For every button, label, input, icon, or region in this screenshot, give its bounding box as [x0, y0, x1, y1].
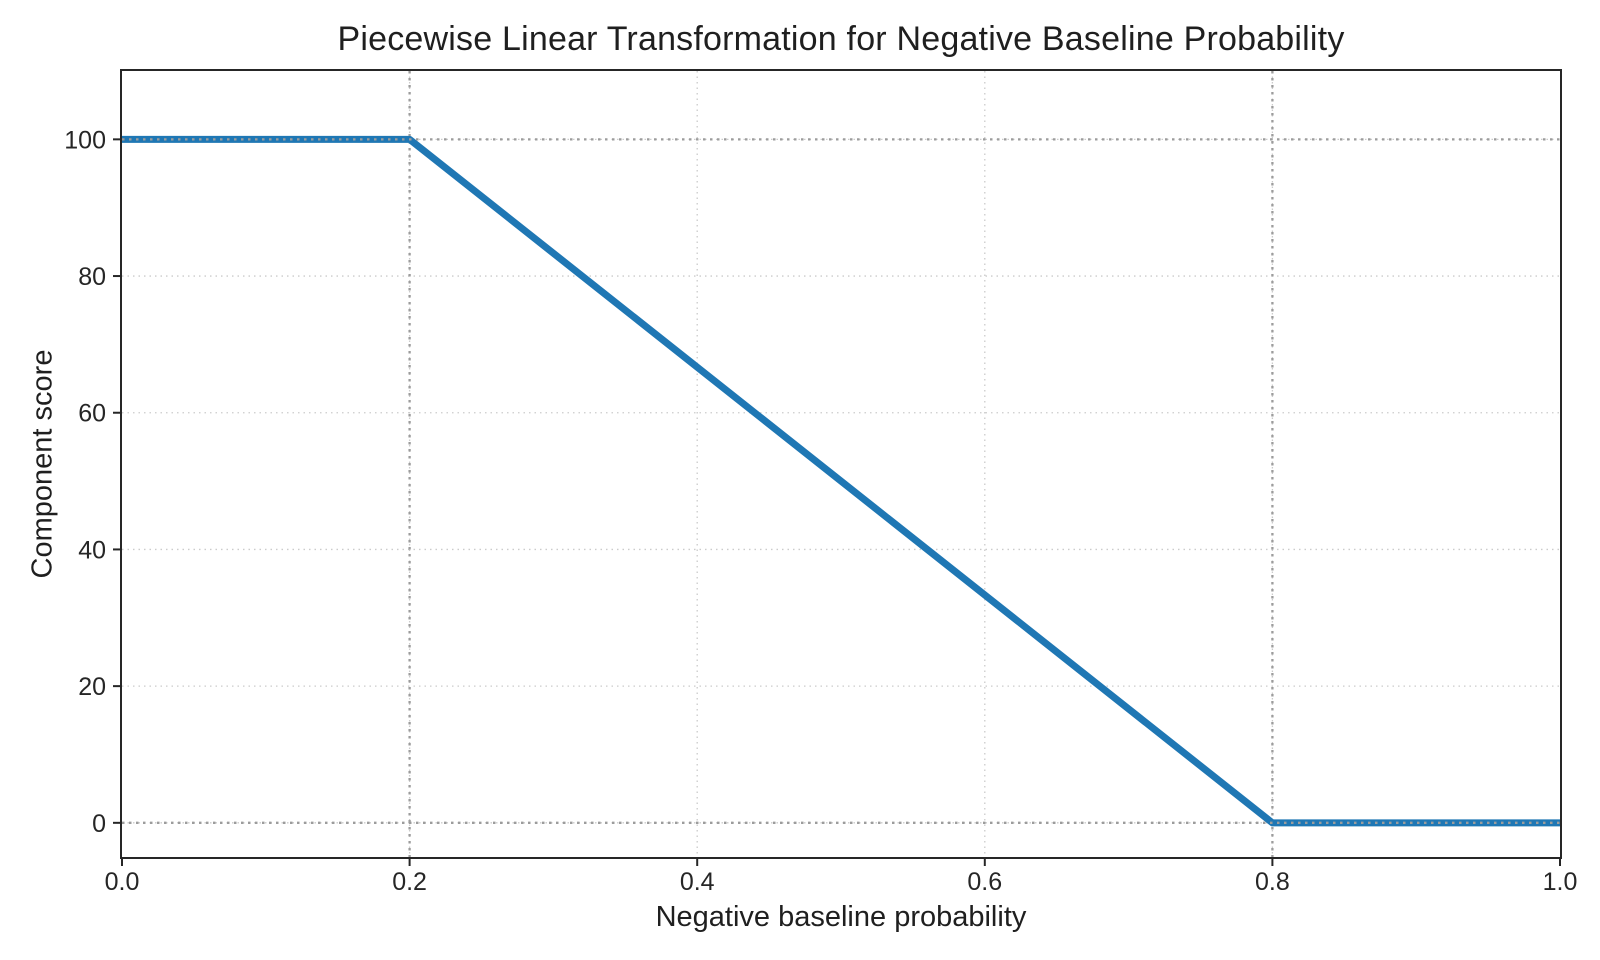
axes-spines	[120, 69, 1562, 859]
chart-title: Piecewise Linear Transformation for Nega…	[337, 20, 1345, 58]
x-tick-label: 0.4	[680, 868, 715, 896]
y-tick-label: 60	[78, 400, 106, 428]
y-tick-label: 100	[64, 126, 106, 154]
y-tick-label: 0	[92, 810, 106, 838]
y-tick-label: 40	[78, 536, 106, 564]
series-line	[122, 135, 1560, 827]
y-tick-label: 80	[78, 263, 106, 291]
x-tick-label: 0.0	[105, 868, 140, 896]
x-tick-label: 1.0	[1543, 868, 1578, 896]
x-tick-label: 0.2	[392, 868, 427, 896]
x-tick-label: 0.8	[1255, 868, 1290, 896]
x-axis-label: Negative baseline probability	[655, 901, 1027, 933]
y-tick-label: 20	[78, 673, 106, 701]
x-tick-label: 0.6	[967, 868, 1002, 896]
